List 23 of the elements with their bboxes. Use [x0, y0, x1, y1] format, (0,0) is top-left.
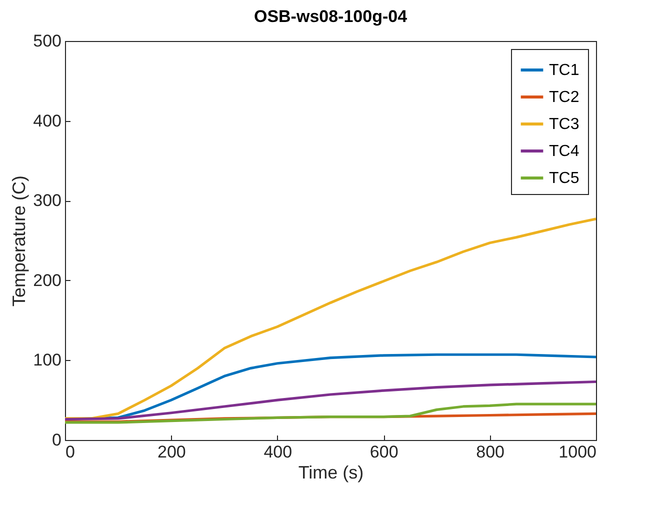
y-tick-label: 200 — [33, 270, 62, 290]
legend-label: TC1 — [549, 62, 580, 79]
legend-label: TC2 — [549, 89, 580, 106]
x-tick-label: 600 — [370, 442, 398, 462]
y-tick-label: 0 — [52, 430, 62, 450]
legend-label: TC5 — [549, 170, 580, 187]
x-tick-label: 200 — [158, 442, 186, 462]
line-series — [65, 380, 596, 421]
line-series — [65, 402, 596, 424]
x-tick-label: 400 — [264, 442, 292, 462]
chart-title: OSB-ws08-100g-04 — [254, 7, 408, 26]
y-tick-label: 400 — [33, 111, 62, 130]
y-tick-label: 300 — [33, 191, 62, 210]
y-axis-title: Temperature (C) — [9, 175, 30, 307]
y-tick-label: 500 — [33, 32, 62, 50]
x-tick-label: 0 — [66, 442, 75, 462]
x-tick-label: 800 — [476, 442, 504, 462]
x-axis-title: Time (s) — [298, 462, 364, 482]
x-tick-label: 1000 — [558, 442, 596, 462]
y-tick-label: 100 — [33, 350, 62, 370]
line-series — [65, 218, 596, 420]
legend-label: TC4 — [549, 143, 580, 160]
legend-label: TC3 — [549, 116, 580, 133]
